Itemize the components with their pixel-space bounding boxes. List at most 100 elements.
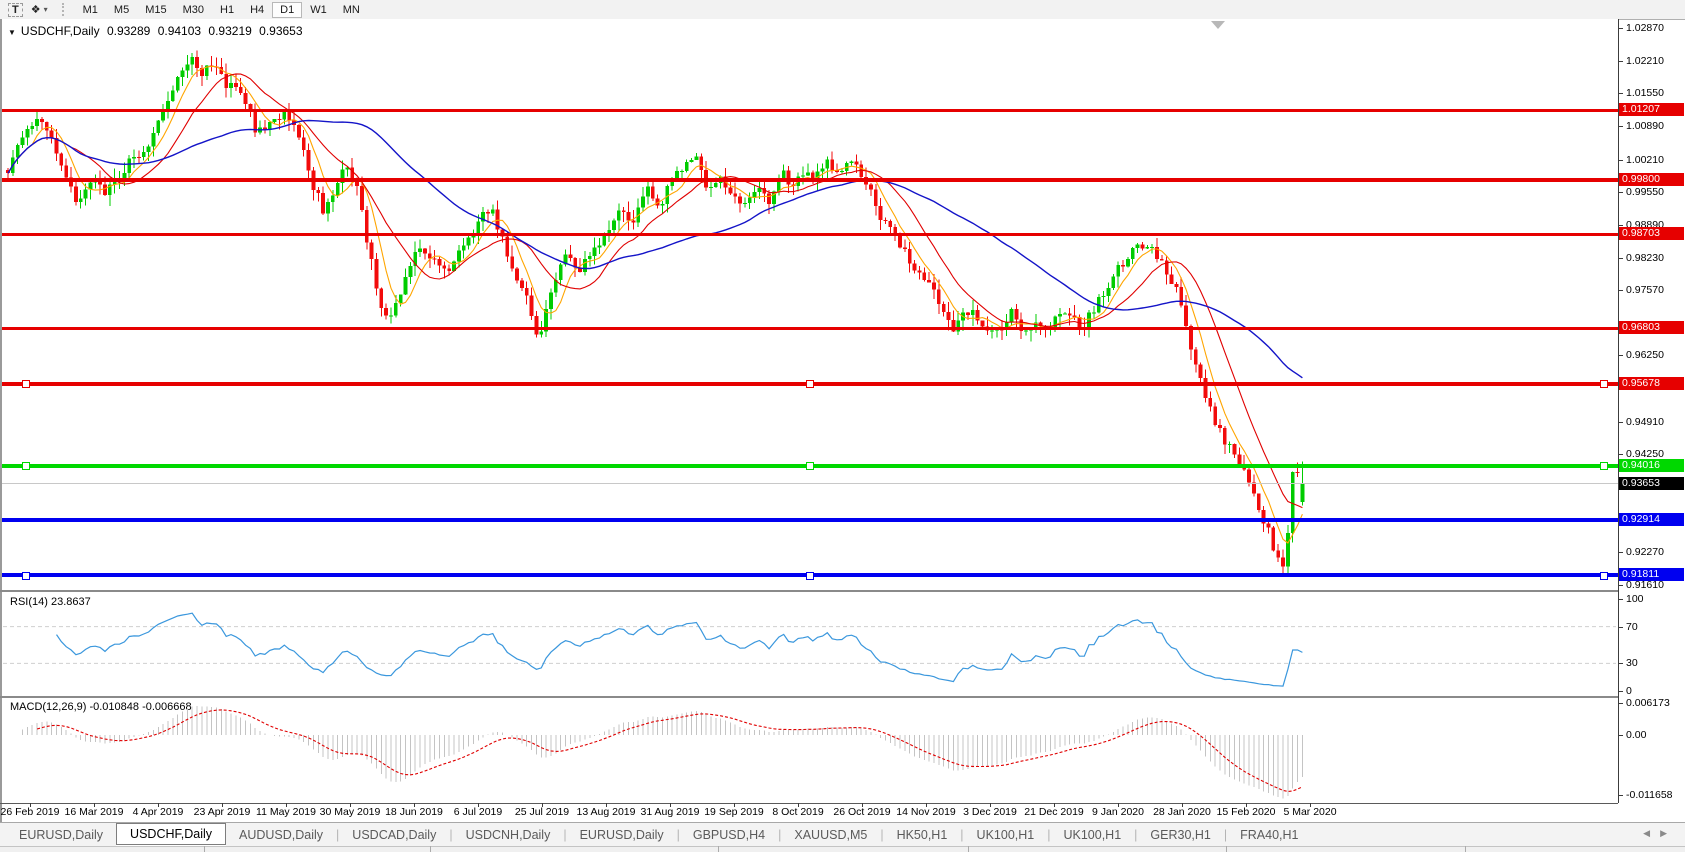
chart-tab-gbpusd-h4[interactable]: GBPUSD,H4 [692, 828, 766, 842]
price-tick-mark [1618, 224, 1623, 226]
chart-tab-audusd-daily[interactable]: AUDUSD,Daily [239, 828, 324, 842]
panel-splitter-rsi[interactable] [0, 590, 1618, 592]
hline-0.98703[interactable] [2, 232, 1618, 236]
hline-price-badge: 0.96803 [1619, 321, 1684, 335]
timeframe-button-m15[interactable]: M15 [145, 3, 167, 16]
date-tick-label: 15 Feb 2020 [1216, 806, 1276, 818]
price-tick-label: 1.00210 [1626, 153, 1664, 166]
price-tick-mark [1618, 257, 1623, 259]
panel-splitter-macd[interactable] [0, 696, 1618, 698]
date-tick-mark [734, 803, 735, 807]
symbol-name: USDCHF,Daily [20, 24, 100, 38]
price-chart-panel[interactable] [2, 19, 1618, 590]
hline-0.96803[interactable] [2, 326, 1618, 330]
macd-tick-mark [1618, 703, 1623, 704]
date-tick-label: 18 Jun 2019 [385, 806, 443, 818]
tab-separator: | [449, 828, 453, 842]
price-tick-mark [1618, 585, 1623, 586]
chart-tab-eurusd-daily[interactable]: EURUSD,Daily [19, 828, 104, 842]
date-tick-label: 26 Feb 2019 [0, 806, 60, 818]
hline-0.99800[interactable] [2, 177, 1618, 182]
date-tick-label: 23 Apr 2019 [193, 806, 251, 818]
price-axis-line [1618, 19, 1619, 803]
toolbar-separator [61, 3, 69, 16]
line-drag-handle[interactable] [1600, 571, 1608, 580]
tab-scroll-left-button[interactable]: ◀ [1643, 828, 1661, 838]
date-tick-mark [606, 803, 607, 807]
tab-separator: | [676, 828, 680, 842]
timeframe-button-w1[interactable]: W1 [310, 3, 327, 16]
line-drag-handle[interactable] [22, 462, 30, 471]
hline-price-badge: 0.95678 [1619, 376, 1684, 390]
line-drag-handle[interactable] [806, 380, 814, 389]
date-tick-mark [94, 803, 95, 807]
ohlc-open: 0.93289 [106, 24, 151, 38]
timeframe-button-m1[interactable]: M1 [82, 3, 98, 16]
line-drag-handle[interactable] [22, 380, 30, 389]
date-tick-label: 9 Jan 2020 [1092, 806, 1144, 818]
price-tick-label: 1.02210 [1626, 54, 1664, 67]
chart-title[interactable]: ▼ USDCHF,Daily 0.93289 0.94103 0.93219 0.… [8, 24, 311, 38]
line-drag-handle[interactable] [806, 571, 814, 580]
ohlc-close: 0.93653 [259, 24, 303, 38]
chart-tab-uk100-h1[interactable]: UK100,H1 [1063, 828, 1122, 842]
rsi-panel[interactable] [2, 592, 1618, 696]
rsi-tick-mark [1618, 691, 1623, 692]
date-tick-label: 19 Sep 2019 [704, 806, 764, 818]
date-tick-label: 11 May 2019 [256, 806, 316, 818]
symbol-dropdown-icon[interactable]: ▼ [8, 28, 16, 37]
chart-tab-ger30-h1[interactable]: GER30,H1 [1150, 828, 1211, 842]
status-bar-divider [968, 846, 969, 852]
chart-tab-usdcnh-daily[interactable]: USDCNH,Daily [465, 828, 551, 842]
price-tick-mark [1618, 93, 1623, 95]
ohlc-low: 0.93219 [208, 24, 252, 38]
price-tick-label: 1.02870 [1626, 22, 1664, 34]
hline-price-badge: 0.92914 [1619, 513, 1684, 527]
chart-tab-usdchf-daily[interactable]: USDCHF,Daily [116, 823, 226, 845]
timeframe-buttons: M1 M5 M15 M30 H1 H4 D1 W1 MN [75, 1, 368, 18]
date-tick-label: 16 Mar 2019 [64, 806, 124, 818]
line-drag-handle[interactable] [1600, 380, 1608, 389]
tab-scroll-right-button[interactable]: ▶ [1660, 828, 1677, 838]
date-tick-mark [1118, 803, 1119, 807]
line-drag-handle[interactable] [1600, 462, 1608, 471]
line-drag-handle[interactable] [806, 462, 814, 471]
date-tick-label: 28 Jan 2020 [1153, 806, 1211, 818]
chart-tab-usdcad-daily[interactable]: USDCAD,Daily [352, 828, 437, 842]
line-drag-handle[interactable] [22, 571, 30, 580]
status-bar-divider [1226, 846, 1227, 852]
hline-0.92914[interactable] [2, 518, 1618, 523]
date-tick-mark [478, 803, 479, 807]
hline-1.01207[interactable] [2, 108, 1618, 112]
chart-tab-uk100-h1[interactable]: UK100,H1 [976, 828, 1035, 842]
timeframe-button-m30[interactable]: M30 [182, 3, 204, 16]
date-tick-mark [286, 803, 287, 807]
chart-tab-xauusd-m5[interactable]: XAUUSD,M5 [794, 828, 868, 842]
status-bar [0, 846, 1685, 852]
macd-panel[interactable] [2, 698, 1618, 803]
timeframe-button-d1[interactable]: D1 [272, 1, 303, 18]
price-tick-mark [1618, 355, 1623, 357]
current-price-badge: 0.93653 [1619, 476, 1684, 490]
text-tool-button[interactable]: T [8, 2, 23, 17]
timeframe-button-m5[interactable]: M5 [113, 3, 130, 16]
arrows-tool-button[interactable]: ❖ ▾ [27, 2, 52, 17]
timeframe-button-h4[interactable]: H4 [250, 3, 265, 16]
hline-price-badge: 0.98703 [1619, 227, 1684, 241]
chart-tab-fra40-h1[interactable]: FRA40,H1 [1240, 828, 1299, 842]
rsi-tick-label: 70 [1626, 620, 1638, 633]
date-tick-mark [542, 803, 543, 807]
chart-tab-hk50-h1[interactable]: HK50,H1 [896, 828, 948, 842]
date-tick-label: 5 Mar 2020 [1283, 806, 1337, 818]
rsi-tick-mark [1618, 626, 1623, 628]
tab-separator: | [563, 828, 567, 842]
price-tick-mark [1618, 125, 1623, 127]
chevron-down-icon: ▾ [43, 5, 48, 14]
timeframe-button-h1[interactable]: H1 [220, 3, 235, 16]
chart-tab-eurusd-daily[interactable]: EURUSD,Daily [579, 828, 664, 842]
timeframe-button-mn[interactable]: MN [342, 3, 360, 16]
date-tick-label: 14 Nov 2019 [896, 806, 956, 818]
tab-scroll-buttons: ◀▶ [1643, 828, 1677, 839]
chart-tab-bar: EURUSD,Daily USDCHF,Daily AUDUSD,Daily | USD… [0, 822, 1685, 847]
